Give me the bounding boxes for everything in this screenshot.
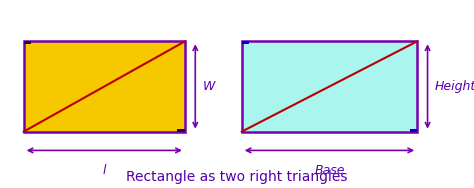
Text: Base: Base	[314, 164, 345, 177]
Bar	[24, 41, 185, 132]
Bar	[177, 129, 185, 132]
Bar	[242, 41, 249, 44]
Text: W: W	[202, 80, 215, 93]
Bar	[242, 41, 417, 132]
Text: l: l	[102, 164, 106, 177]
Bar	[24, 41, 31, 44]
Text: Rectangle as two right triangles: Rectangle as two right triangles	[126, 170, 348, 184]
Text: Height: Height	[435, 80, 474, 93]
Bar	[410, 129, 417, 132]
